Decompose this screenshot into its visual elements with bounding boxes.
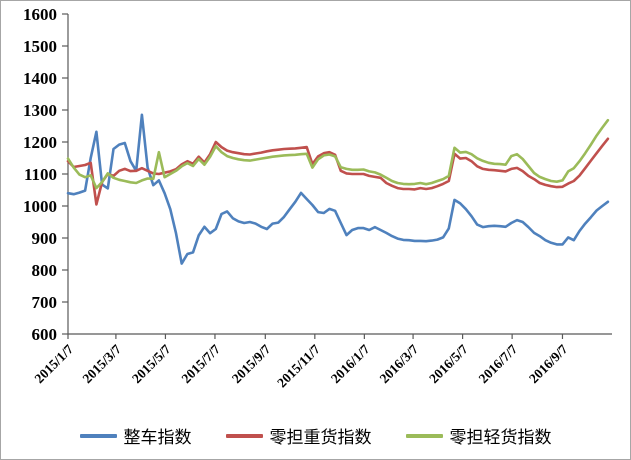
series-line-0 <box>66 113 610 265</box>
legend-label: 零担重货指数 <box>269 428 372 447</box>
chart-legend: 整车指数 零担重货指数 零担轻货指数 <box>1 423 630 448</box>
y-axis-tick-label: 1500 <box>23 37 57 56</box>
y-axis-tick-label: 1200 <box>23 133 57 152</box>
y-axis-tick-label: 1000 <box>23 197 57 216</box>
legend-swatch-green-line <box>405 433 443 438</box>
y-axis-tick-label: 1400 <box>23 69 57 88</box>
y-axis-tick-label: 800 <box>32 261 58 280</box>
y-axis-tick-label: 900 <box>32 229 58 248</box>
x-axis-tick-label: 2016/3/7 <box>377 341 422 386</box>
x-axis-tick-label: 2015/11/7 <box>274 341 323 390</box>
legend-item-lingdan-zhonghuo: 零担重货指数 <box>225 423 372 448</box>
series-line-2 <box>66 118 610 190</box>
x-axis-tick-label: 2015/3/7 <box>79 341 124 386</box>
legend-item-lingdan-qinghuo: 零担轻货指数 <box>405 423 552 448</box>
x-axis-tick-label: 2015/7/7 <box>179 341 224 386</box>
y-axis-tick-label: 1100 <box>24 165 57 184</box>
y-axis-tick-label: 600 <box>32 325 58 344</box>
y-axis-tick-label: 1300 <box>23 101 57 120</box>
legend-swatch-red-line <box>225 433 263 438</box>
x-axis-tick-label: 2016/5/7 <box>426 341 471 386</box>
legend-item-zhengche: 整车指数 <box>79 423 192 448</box>
series-line-1 <box>66 137 610 206</box>
legend-label: 零担轻货指数 <box>449 428 552 447</box>
y-axis-tick-label: 700 <box>32 293 58 312</box>
legend-swatch-blue-line <box>79 433 117 438</box>
x-axis-tick-label: 2015/5/7 <box>129 341 174 386</box>
x-axis-tick-label: 2016/9/7 <box>526 341 571 386</box>
x-axis-tick-label: 2015/1/7 <box>32 341 77 386</box>
line-chart-canvas: 600 700 800 900 1000 1100 1200 1300 1400 1500 1600… <box>23 5 612 390</box>
y-axis-tick-label: 1600 <box>23 5 57 24</box>
x-axis-tick-label: 2016/7/7 <box>476 341 521 386</box>
legend-label: 整车指数 <box>123 428 192 447</box>
x-axis-tick-label: 2015/9/7 <box>229 341 274 386</box>
x-axis-tick-label: 2016/1/7 <box>328 341 373 386</box>
